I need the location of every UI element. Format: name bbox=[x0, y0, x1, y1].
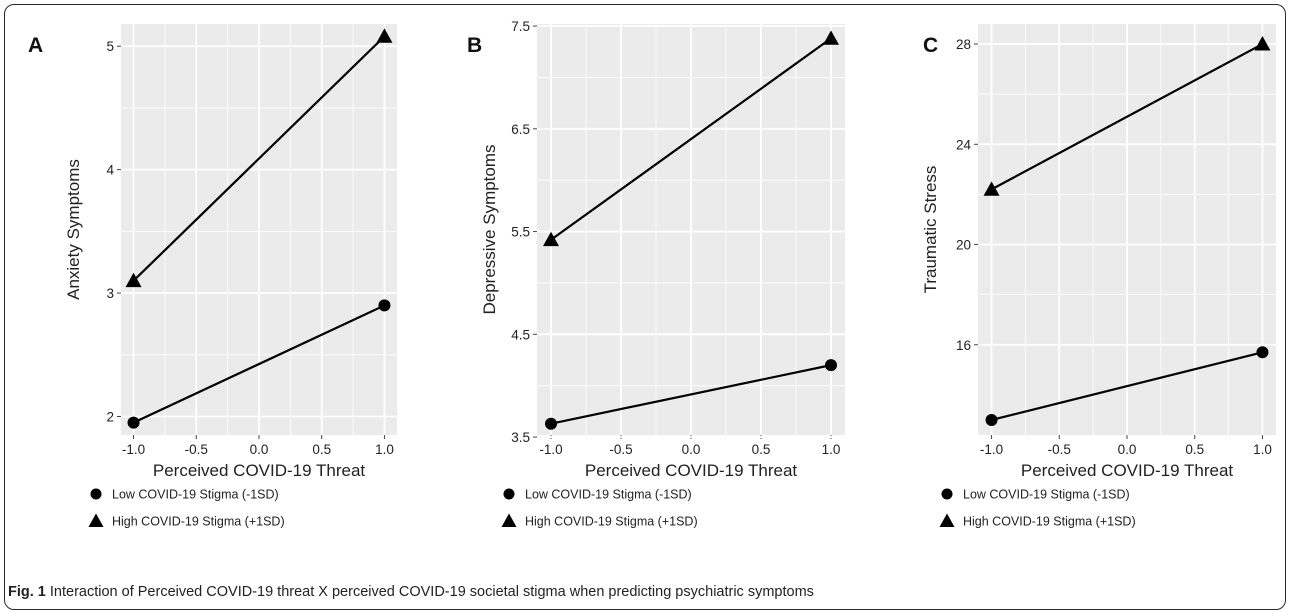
data-point-circle bbox=[985, 413, 998, 426]
y-tick-label: 5.5 bbox=[511, 225, 530, 240]
x-axis-title: Perceived COVID-19 Threat bbox=[585, 461, 798, 480]
series-line-high-stigma bbox=[550, 37, 832, 241]
y-tick-label: 6.5 bbox=[511, 122, 530, 137]
legend-key-triangle bbox=[501, 513, 517, 527]
series-line-low-stigma bbox=[133, 304, 385, 424]
x-tick-label: 0.0 bbox=[682, 442, 701, 457]
data-point-circle bbox=[545, 417, 557, 430]
legend: Low COVID-19 Stigma (-1SD) High COVID-19 … bbox=[88, 488, 285, 529]
panel-label: B bbox=[467, 34, 482, 57]
data-point-triangle bbox=[983, 181, 1000, 196]
y-tick-label: 3 bbox=[106, 286, 114, 301]
y-axis-title: Anxiety Symptoms bbox=[64, 159, 83, 300]
x-tick-label: 1.0 bbox=[375, 442, 394, 457]
y-tick-label: 24 bbox=[956, 137, 972, 152]
legend-key-triangle bbox=[88, 513, 104, 527]
x-tick-label: 0.0 bbox=[250, 442, 269, 457]
chart-panel-b: -1.0 -0.5 0.0 0.5 1.0 3.5 4.5 5.5 6.5 7.5 B Perceiv… bbox=[467, 19, 845, 529]
x-tick-label: 0.5 bbox=[1185, 442, 1204, 457]
data-point-triangle bbox=[376, 28, 393, 43]
x-axis-title: Perceived COVID-19 Threat bbox=[153, 461, 366, 480]
y-tick-label: 20 bbox=[956, 238, 971, 253]
legend: Low COVID-19 Stigma (-1SD) High COVID-19 … bbox=[939, 488, 1136, 529]
series-line-low-stigma bbox=[550, 364, 832, 425]
series-line-high-stigma bbox=[991, 43, 1263, 191]
legend-label: High COVID-19 Stigma (+1SD) bbox=[525, 515, 698, 529]
caption-label: Fig. 1 bbox=[8, 584, 46, 600]
y-tick-label: 5 bbox=[106, 39, 114, 54]
x-tick-label: -0.5 bbox=[185, 442, 208, 457]
y-tick-label: 4.5 bbox=[511, 327, 530, 342]
legend-label: Low COVID-19 Stigma (-1SD) bbox=[112, 488, 279, 502]
legend-key-triangle bbox=[939, 513, 955, 527]
data-point-triangle bbox=[125, 272, 142, 288]
x-tick-label: 0.5 bbox=[752, 442, 771, 457]
legend-label: High COVID-19 Stigma (+1SD) bbox=[963, 515, 1136, 529]
data-point-circle bbox=[127, 416, 140, 429]
data-point-circle bbox=[378, 299, 391, 312]
chart-panel-c: -1.0 -0.5 0.0 0.5 1.0 16 20 24 28 C Perceived COVI… bbox=[921, 24, 1276, 529]
legend-key-circle bbox=[503, 488, 515, 500]
x-tick-label: 0.5 bbox=[312, 442, 331, 457]
data-point-circle bbox=[1256, 346, 1269, 359]
caption-text: Interaction of Perceived COVID-19 threat… bbox=[49, 584, 814, 600]
y-tick-label: 28 bbox=[956, 37, 971, 52]
panel-label: A bbox=[28, 34, 43, 57]
legend-label: High COVID-19 Stigma (+1SD) bbox=[112, 515, 285, 529]
series-line-high-stigma bbox=[132, 35, 386, 282]
x-tick-label: -0.5 bbox=[1048, 442, 1071, 457]
x-axis-title: Perceived COVID-19 Threat bbox=[1021, 461, 1234, 480]
x-tick-label: -0.5 bbox=[609, 442, 632, 457]
y-tick-label: 7.5 bbox=[511, 19, 530, 34]
y-tick-label: 4 bbox=[106, 163, 114, 178]
x-tick-label: -1.0 bbox=[980, 442, 1003, 457]
data-point-triangle bbox=[823, 30, 839, 45]
data-point-circle bbox=[825, 359, 837, 372]
series-line-low-stigma bbox=[991, 351, 1263, 422]
y-axis-title: Depressive Symptoms bbox=[480, 144, 499, 314]
panel-label: C bbox=[923, 34, 938, 57]
y-axis-title: Traumatic Stress bbox=[921, 166, 940, 294]
data-point-triangle bbox=[543, 231, 559, 247]
y-tick-label: 2 bbox=[106, 409, 114, 424]
x-tick-label: -1.0 bbox=[539, 442, 562, 457]
x-tick-label: -1.0 bbox=[122, 442, 145, 457]
legend-key-circle bbox=[941, 488, 953, 500]
x-tick-label: 0.0 bbox=[1118, 442, 1137, 457]
y-tick-label: 3.5 bbox=[511, 430, 530, 445]
legend-label: Low COVID-19 Stigma (-1SD) bbox=[525, 488, 692, 502]
legend-label: Low COVID-19 Stigma (-1SD) bbox=[963, 488, 1130, 502]
y-tick-label: 16 bbox=[956, 338, 971, 353]
chart-panel-a: -1.0 -0.5 0.0 0.5 1.0 2 3 4 5 A Perceived COVID-19… bbox=[28, 24, 397, 529]
x-tick-label: 1.0 bbox=[1253, 442, 1272, 457]
figure-caption: Fig. 1 Interaction of Perceived COVID-19… bbox=[8, 584, 814, 600]
x-tick-label: 1.0 bbox=[822, 442, 841, 457]
legend-key-circle bbox=[90, 488, 102, 500]
legend: Low COVID-19 Stigma (-1SD) High COVID-19 … bbox=[501, 488, 698, 529]
data-point-triangle bbox=[1254, 36, 1271, 51]
